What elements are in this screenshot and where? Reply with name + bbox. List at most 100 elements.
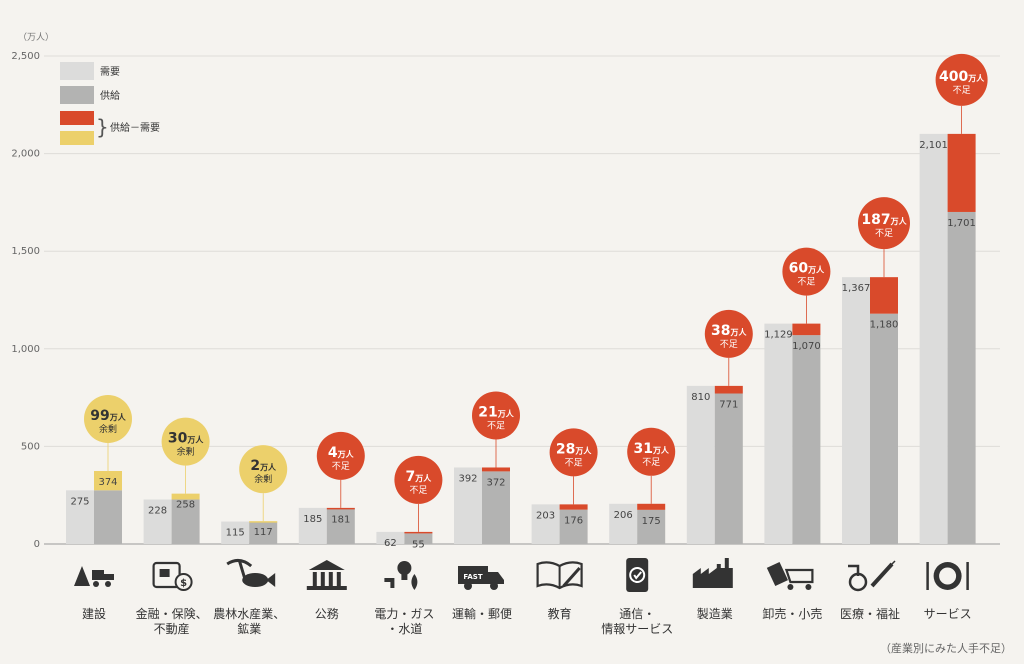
bar-supply — [714, 393, 743, 544]
value-label-supply: 181 — [331, 515, 350, 526]
category-label: 建設 — [82, 606, 106, 621]
gap-badge-status: 不足 — [332, 461, 350, 472]
gap-badge-status: 余剰 — [254, 473, 272, 485]
gap-badge-value: 21万人 — [478, 404, 514, 420]
gap-badge — [472, 391, 520, 440]
legend-label-diff: 供給－需要 — [110, 121, 160, 134]
y-tick-label: 0 — [34, 539, 40, 550]
bar-supply — [637, 509, 666, 544]
legend-label-supply: 供給 — [100, 89, 120, 102]
gap-badge — [782, 247, 831, 296]
value-label-demand: 206 — [614, 510, 633, 521]
category-label: 通信・ — [619, 607, 655, 621]
y-tick-label: 2,500 — [11, 51, 40, 62]
value-label-supply: 176 — [564, 516, 583, 527]
category-label: 金融・保険、 — [136, 606, 208, 621]
bar-supply — [947, 211, 976, 545]
bar-gap — [404, 531, 433, 534]
value-label-supply: 1,701 — [947, 218, 976, 229]
bar-supply — [326, 508, 355, 544]
bar-gap — [947, 133, 976, 212]
category-label: 農林水産業、 — [213, 606, 285, 621]
shopping-cart-icon — [766, 561, 814, 590]
gap-badge — [858, 197, 910, 250]
bar-gap — [792, 323, 821, 336]
category-label: 不動産 — [154, 621, 190, 636]
government-icon — [306, 560, 347, 590]
bar-supply — [792, 335, 821, 544]
gap-badge-status: 余剰 — [177, 446, 195, 458]
bar-demand — [764, 323, 793, 544]
gap-badge-value: 30万人 — [168, 431, 204, 447]
value-label-demand: 228 — [148, 505, 167, 516]
gap-badge-status: 不足 — [953, 85, 971, 96]
value-label-supply: 1,070 — [792, 341, 821, 352]
bar-demand — [298, 507, 327, 544]
truck-icon: FAST — [458, 566, 504, 590]
bar-gap — [171, 493, 200, 500]
gap-badge — [549, 428, 598, 477]
legend-swatch-surplus — [60, 131, 94, 145]
value-label-supply: 771 — [719, 400, 738, 411]
book-icon — [536, 561, 583, 590]
legend-brace: } — [96, 115, 109, 139]
bar-demand — [609, 503, 638, 544]
legend: 需要 供給 } 供給－需要 — [60, 62, 160, 145]
bar-demand — [842, 277, 870, 544]
chart-caption: （産業別にみた人手不足） — [880, 641, 1012, 655]
legend-swatch-supply — [60, 86, 94, 104]
value-label-supply: 175 — [642, 516, 661, 527]
gap-badge-value: 28万人 — [556, 441, 592, 457]
value-label-supply: 258 — [176, 500, 195, 511]
bar-supply — [482, 471, 510, 544]
bar-gap — [482, 467, 510, 472]
bar-gap — [870, 277, 898, 314]
bar-demand — [221, 521, 250, 544]
bar-demand — [686, 385, 715, 544]
value-label-supply: 117 — [254, 527, 273, 538]
smartphone-icon — [626, 558, 649, 592]
category-label: 教育 — [548, 606, 572, 621]
utilities-icon — [384, 561, 418, 590]
gap-badge-status: 不足 — [409, 485, 427, 496]
bar-demand — [919, 133, 948, 544]
category-label: サービス — [924, 607, 972, 621]
bar-demand — [143, 499, 172, 544]
gap-badge-status: 不足 — [875, 228, 893, 239]
category-label: 製造業 — [697, 607, 733, 621]
gap-badge-status: 不足 — [565, 457, 583, 468]
gap-badge-status: 不足 — [642, 457, 660, 468]
bar-supply — [94, 490, 122, 544]
value-label-demand: 275 — [70, 496, 89, 507]
finance-icon: $ — [152, 561, 193, 591]
legend-label-demand: 需要 — [100, 66, 120, 78]
medical-icon — [848, 560, 896, 592]
category-label: 運輸・郵便 — [452, 606, 512, 621]
gap-badge-status: 不足 — [720, 339, 738, 350]
gap-badge-value: 31万人 — [633, 441, 669, 457]
value-label-demand: 1,129 — [764, 330, 793, 341]
category-label: 鉱業 — [237, 621, 261, 636]
gap-badge-status: 不足 — [487, 420, 505, 431]
bar-gap — [249, 521, 278, 523]
value-label-supply: 55 — [412, 539, 425, 550]
gap-badge-value: 187万人 — [861, 212, 907, 228]
gap-badge — [394, 455, 443, 504]
legend-swatch-demand — [60, 62, 94, 80]
gap-badge — [161, 417, 210, 466]
y-tick-label: 1,000 — [11, 344, 40, 355]
agriculture-icon — [226, 559, 276, 587]
bar-demand — [531, 504, 560, 544]
gap-badge-status: 余剰 — [99, 423, 117, 435]
gap-badge-value: 7万人 — [406, 469, 433, 485]
svg-text:FAST: FAST — [463, 573, 482, 581]
value-label-demand: 185 — [303, 514, 322, 525]
bar-supply — [559, 509, 588, 544]
y-tick-label: 1,500 — [11, 246, 40, 257]
bar-supply — [249, 521, 278, 544]
bar-gap — [326, 507, 355, 510]
gap-badge — [627, 427, 676, 476]
legend-swatch-shortage — [60, 111, 94, 125]
value-label-supply: 1,180 — [870, 320, 899, 331]
